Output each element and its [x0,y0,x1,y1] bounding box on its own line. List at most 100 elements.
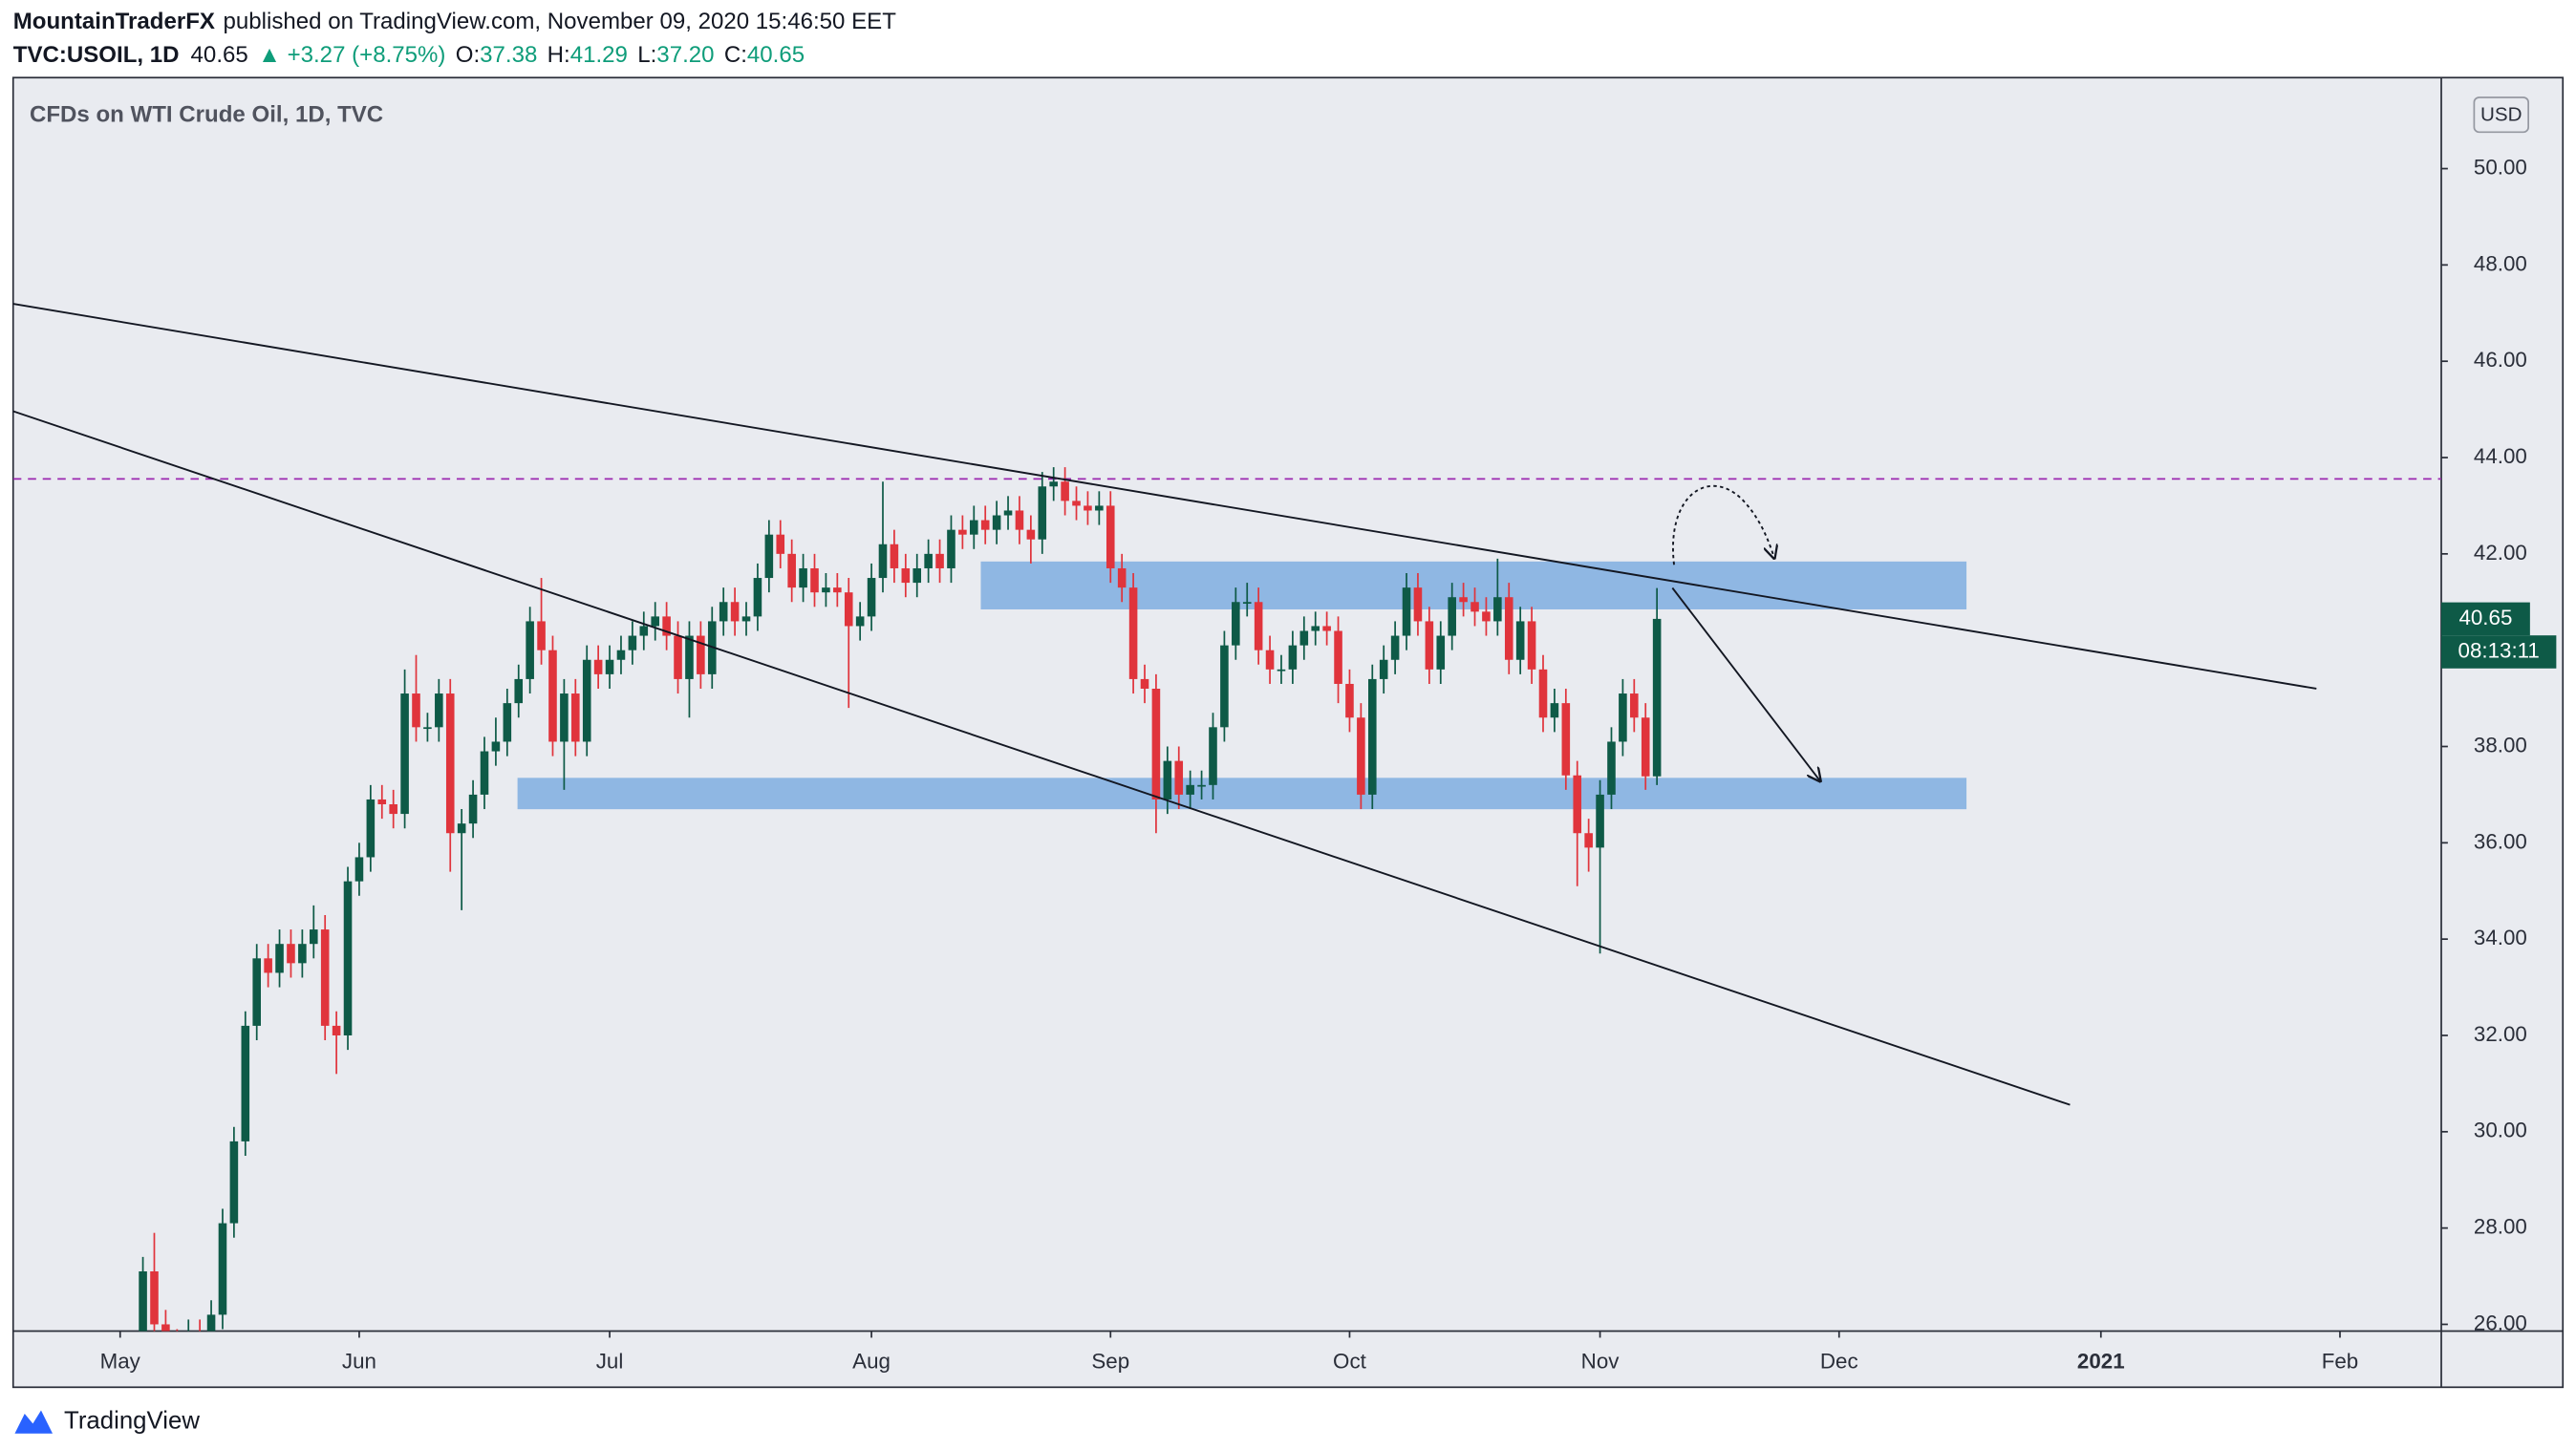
candle-body [799,567,807,588]
candle-body [206,1314,216,1332]
legend-title: CFDs on WTI Crude Oil, 1D, TVC [30,101,383,127]
y-tick-label: 26.00 [2474,1311,2527,1334]
candle-body [241,1025,250,1141]
candle-body [468,794,478,824]
candle-body [537,621,546,650]
drawings-overlay [12,303,2317,1106]
candle-body [970,520,978,535]
price-scale-background [2441,77,2564,1332]
candle-body [435,693,443,728]
candle-body [1425,621,1434,670]
candle-body [1470,602,1479,612]
published: published on TradingView.com, November 0… [224,10,897,35]
candle-body [616,650,626,660]
x-tick-label: Nov [1581,1349,1621,1373]
retest-arrow [1672,484,1774,565]
candle-body [1140,678,1149,690]
candle-body [354,857,364,882]
ohlc-value: 37.20 [656,42,714,68]
candle-body [958,529,967,535]
x-tick-label: Sep [1091,1349,1129,1373]
candle-body [651,616,659,627]
countdown-label: 08:13:11 [2458,638,2540,662]
candle-body [719,602,728,622]
y-tick-label: 38.00 [2474,733,2527,757]
candle-body [822,587,830,593]
candle-body [867,578,876,617]
upper-trendline [12,303,2317,690]
candle-body [833,587,842,593]
candle-body [548,650,557,742]
x-tick-label: Aug [852,1349,891,1373]
candle-body [674,635,682,679]
candle-body [1151,689,1161,800]
candle-body [343,881,353,1035]
ohlc-value: 41.29 [570,42,628,68]
candle-body [901,567,911,584]
x-tick-label: Jul [596,1349,624,1373]
candle-body [1186,784,1194,795]
candle-body [1322,626,1331,631]
candle-body [400,693,409,815]
candle-body [1367,678,1377,795]
candle-body [1641,717,1650,777]
candle-body [1357,717,1365,795]
candle-body [445,693,455,834]
candle-body [287,944,295,964]
candle-body [480,751,489,795]
candle-body [1448,597,1456,636]
candle-body [1084,505,1092,511]
candle-body [514,678,524,704]
candle-body [1174,760,1184,795]
candle-body [1527,621,1536,670]
candle-body [1209,727,1217,785]
candle-body [1163,760,1172,800]
candle-body [810,567,819,593]
candle-body [1538,669,1548,718]
candle-body [1493,597,1502,622]
candle-body [980,520,990,530]
x-tick-label: May [100,1349,141,1373]
y-tick-label: 42.00 [2474,541,2527,565]
candle-body [1573,775,1582,834]
header-line-1: MountainTraderFX published on TradingView… [13,10,896,35]
candle-body [1379,659,1388,679]
candle-body [161,1324,170,1332]
candle-body [1311,626,1320,631]
candle-body [1584,833,1593,848]
candle-body [252,958,262,1026]
candle-body [890,544,899,568]
candle-body [1038,486,1047,540]
candle-body [1459,597,1468,603]
candle-body [1117,567,1127,588]
ohlc-label: O: [456,42,480,68]
footer: TradingView [14,1407,200,1434]
candle-body [571,693,580,742]
ohlc-value: 40.65 [747,42,805,68]
currency-label[interactable]: USD [2480,103,2522,125]
candle-body [1026,529,1036,540]
chart-frame [11,76,2565,1389]
candle-body [139,1271,147,1332]
candle-body [1232,602,1240,646]
projection-arrow [1671,586,1820,780]
x-tick-label: Feb [2322,1349,2359,1373]
candle-body [855,616,865,627]
candle-body [218,1223,227,1315]
candle-body [605,659,614,674]
candle-body [1561,703,1571,776]
lower-trendline [12,410,2071,1106]
last-price-box [2441,602,2530,636]
candle-body [1402,587,1411,636]
candle-body [947,529,955,568]
candle-body [1128,587,1138,679]
y-tick-label: 46.00 [2474,348,2527,372]
currency-button[interactable] [2473,96,2529,134]
candle-body [1197,784,1206,787]
candle-body [935,553,944,568]
ohlc-label: H: [547,42,570,68]
candle-body [582,659,591,742]
change: ▲ +3.27 (+8.75%) [258,42,445,68]
candle-body [264,958,272,973]
